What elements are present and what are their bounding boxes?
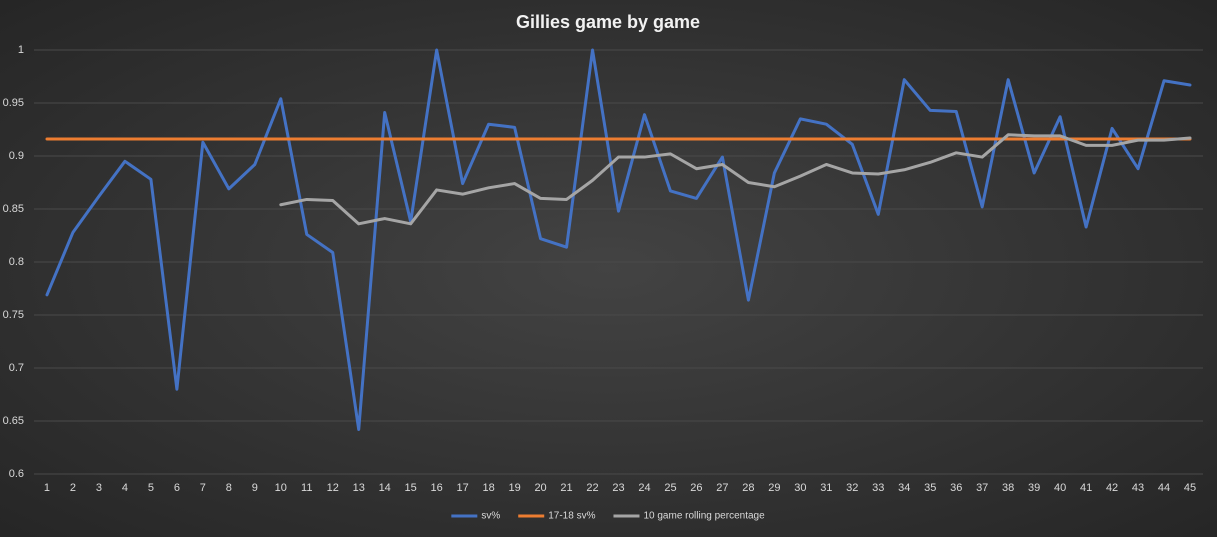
- x-tick-label: 10: [275, 482, 287, 494]
- x-tick-label: 12: [327, 482, 339, 494]
- x-tick-label: 26: [690, 482, 702, 494]
- x-tick-label: 31: [820, 482, 832, 494]
- legend-label: 10 game rolling percentage: [643, 511, 765, 522]
- x-tick-label: 17: [457, 482, 469, 494]
- chart-title: Gillies game by game: [516, 12, 700, 32]
- x-tick-label: 35: [924, 482, 936, 494]
- x-tick-label: 32: [846, 482, 858, 494]
- x-tick-label: 43: [1132, 482, 1144, 494]
- x-tick-label: 15: [405, 482, 417, 494]
- legend-label: sv%: [481, 511, 500, 522]
- x-tick-label: 24: [638, 482, 650, 494]
- x-tick-label: 21: [560, 482, 572, 494]
- x-tick-label: 28: [742, 482, 754, 494]
- x-tick-label: 11: [301, 482, 312, 494]
- y-tick-label: 0.9: [9, 150, 24, 162]
- x-tick-label: 36: [950, 482, 962, 494]
- x-tick-label: 30: [794, 482, 806, 494]
- x-tick-label: 34: [898, 482, 910, 494]
- x-tick-label: 9: [252, 482, 258, 494]
- x-tick-label: 18: [482, 482, 494, 494]
- x-tick-label: 20: [534, 482, 546, 494]
- x-tick-label: 3: [96, 482, 102, 494]
- x-tick-label: 33: [872, 482, 884, 494]
- x-tick-label: 44: [1158, 482, 1170, 494]
- x-tick-label: 38: [1002, 482, 1014, 494]
- x-tick-label: 41: [1080, 482, 1092, 494]
- x-tick-label: 14: [379, 482, 391, 494]
- x-tick-label: 7: [200, 482, 206, 494]
- series-line: [279, 133, 1192, 226]
- x-tick-label: 2: [70, 482, 76, 494]
- x-tick-label: 1: [44, 482, 50, 494]
- legend-label: 17-18 sv%: [548, 511, 595, 522]
- x-tick-label: 22: [586, 482, 598, 494]
- x-tick-label: 37: [976, 482, 988, 494]
- x-tick-label: 16: [431, 482, 443, 494]
- series-line: [45, 48, 1192, 431]
- x-tick-label: 4: [122, 482, 128, 494]
- y-tick-label: 0.85: [3, 203, 24, 215]
- x-tick-label: 29: [768, 482, 780, 494]
- x-tick-label: 27: [716, 482, 728, 494]
- x-tick-label: 25: [664, 482, 676, 494]
- x-tick-label: 40: [1054, 482, 1066, 494]
- x-tick-label: 13: [353, 482, 365, 494]
- y-tick-label: 0.75: [3, 309, 24, 321]
- x-tick-label: 23: [612, 482, 624, 494]
- y-tick-label: 0.95: [3, 97, 24, 109]
- x-tick-label: 8: [226, 482, 232, 494]
- y-tick-label: 0.8: [9, 256, 24, 268]
- y-tick-label: 0.7: [9, 362, 24, 374]
- x-tick-label: 42: [1106, 482, 1118, 494]
- y-tick-label: 0.6: [9, 468, 24, 480]
- x-tick-label: 5: [148, 482, 154, 494]
- x-tick-label: 39: [1028, 482, 1040, 494]
- x-tick-label: 45: [1184, 482, 1196, 494]
- y-tick-label: 1: [18, 44, 24, 56]
- y-tick-label: 0.65: [3, 415, 24, 427]
- x-tick-label: 19: [508, 482, 520, 494]
- x-tick-label: 6: [174, 482, 180, 494]
